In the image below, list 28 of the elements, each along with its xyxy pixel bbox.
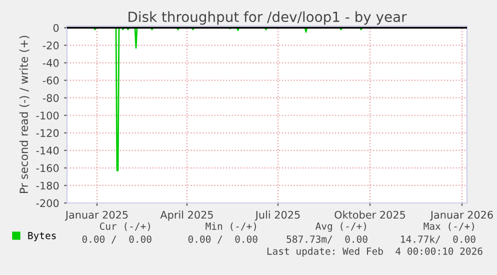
x-tick-label: Juli 2025 (254, 210, 300, 221)
y-tick-label: -160 (36, 164, 59, 172)
text: 0.00 / 0.00 (82, 235, 152, 244)
text: Last update: Wed Feb 4 00:00:10 2026 (267, 247, 482, 257)
text: Min (-/+) (206, 222, 256, 231)
x-tick-label: April 2025 (160, 210, 213, 221)
y-tick-label: -120 (36, 129, 59, 138)
y-tick-label: -180 (36, 182, 59, 190)
y-axis-title: Pr second read (-) / write (+) (19, 36, 30, 194)
x-tick-label: Januar 2026 (430, 210, 493, 221)
x-tick-label: Januar 2025 (64, 210, 128, 221)
text: 587.73m/ 0.00 (286, 235, 368, 244)
text: Cur (-/+) (100, 222, 150, 231)
chart-title: Disk throughput for /dev/loop1 - by year (128, 11, 407, 25)
y-tick-label: -200 (36, 199, 59, 208)
y-tick-label: 0 (53, 24, 59, 32)
y-tick-label: -140 (36, 146, 59, 155)
text: Max (-/+) (424, 222, 474, 231)
y-tick-label: -20 (42, 42, 59, 50)
y-tick-label: -60 (42, 76, 59, 84)
text: 0.00 / 0.00 (188, 235, 258, 244)
text: 14.77k/ 0.00 (401, 235, 476, 244)
y-tick-label: -80 (42, 94, 59, 102)
text: Avg (-/+) (316, 222, 366, 232)
y-tick-label: -100 (36, 112, 59, 120)
x-tick-label: Oktober 2025 (334, 210, 405, 219)
legend-label: Bytes (28, 232, 56, 242)
y-tick-label: -40 (42, 59, 59, 67)
